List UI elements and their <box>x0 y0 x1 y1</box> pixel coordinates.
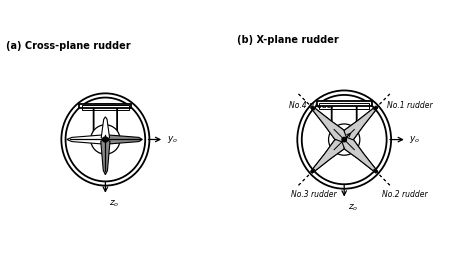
Bar <box>82 105 129 110</box>
Ellipse shape <box>328 124 360 155</box>
Polygon shape <box>310 106 378 173</box>
Text: No.2 rudder: No.2 rudder <box>382 191 428 200</box>
FancyBboxPatch shape <box>332 102 357 139</box>
Polygon shape <box>105 135 142 144</box>
Text: No.4 rudder: No.4 rudder <box>289 101 335 110</box>
Text: $z_o$: $z_o$ <box>109 198 119 209</box>
Polygon shape <box>310 106 378 173</box>
Polygon shape <box>67 135 105 144</box>
Ellipse shape <box>302 95 387 184</box>
Ellipse shape <box>91 125 120 154</box>
Bar <box>317 101 372 106</box>
Text: $z_o$: $z_o$ <box>348 202 358 213</box>
Circle shape <box>103 137 108 142</box>
Ellipse shape <box>65 98 145 182</box>
Polygon shape <box>101 139 110 175</box>
Ellipse shape <box>297 90 391 189</box>
Text: No.3 rudder: No.3 rudder <box>291 191 336 200</box>
Text: $y_o$: $y_o$ <box>410 134 420 145</box>
Text: $y_o$: $y_o$ <box>166 134 178 145</box>
Text: No.1 rudder: No.1 rudder <box>387 101 433 110</box>
Polygon shape <box>310 106 378 173</box>
Text: (a) Cross-plane rudder: (a) Cross-plane rudder <box>7 41 131 51</box>
Bar <box>79 104 131 108</box>
Polygon shape <box>101 117 109 139</box>
Bar <box>319 103 369 109</box>
Polygon shape <box>310 106 378 173</box>
Ellipse shape <box>61 93 149 186</box>
FancyBboxPatch shape <box>94 104 117 139</box>
Text: (b) X-plane rudder: (b) X-plane rudder <box>237 35 339 45</box>
Circle shape <box>342 137 346 142</box>
